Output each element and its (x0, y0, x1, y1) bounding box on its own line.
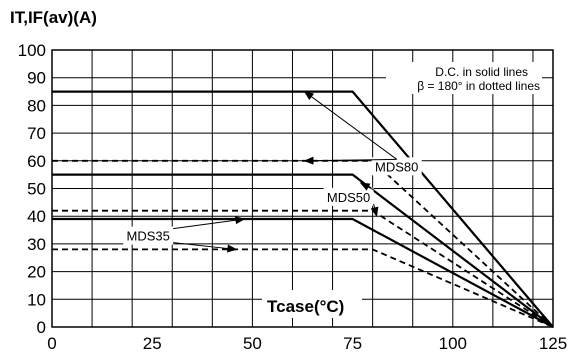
x-tick-label: 125 (539, 334, 567, 353)
legend: D.C. in solid lines β = 180° in dotted l… (386, 62, 542, 94)
legend-line-2: β = 180° in dotted lines (417, 79, 540, 93)
y-tick-label: 100 (18, 41, 46, 60)
plot-frame (51, 49, 554, 328)
x-axis-label: Tcase(°C) (267, 297, 344, 316)
y-tick-label: 0 (37, 318, 46, 337)
x-axis-label-box: Tcase(°C) (262, 290, 362, 318)
x-tick-label: 25 (143, 334, 162, 353)
annotation-arrow (359, 182, 374, 191)
series-line-mds35-dotted (52, 248, 554, 328)
y-tick-label: 30 (27, 235, 46, 254)
y-tick-labels: 0 10 20 30 40 50 60 70 80 90 100 (18, 41, 46, 337)
y-tick-label: 40 (27, 207, 46, 226)
annotation-label-bg (123, 226, 174, 245)
x-tick-label: 50 (243, 334, 262, 353)
series-line-mds50-solid (52, 173, 554, 328)
annotation-arrow (303, 90, 397, 160)
annotation-arrow (370, 203, 379, 218)
annotation-arrow (173, 216, 246, 230)
y-tick-label: 60 (27, 152, 46, 171)
annotation-label-bg (323, 187, 374, 206)
series-line-mds35-solid (52, 217, 554, 328)
x-tick-label: 100 (439, 334, 467, 353)
annotation-label: MDS35 (127, 229, 170, 244)
annotation-label-bg (371, 157, 422, 176)
y-tick-label: 50 (27, 180, 46, 199)
y-tick-label: 80 (27, 96, 46, 115)
y-tick-label: 70 (27, 124, 46, 143)
legend-line-1: D.C. in solid lines (435, 65, 528, 79)
annotations: MDS80 MDS50 MDS35 (123, 90, 422, 253)
legend-box (386, 62, 542, 94)
annotation-arrow (303, 156, 397, 165)
x-tick-label: 0 (47, 334, 56, 353)
x-tick-label: 75 (343, 334, 362, 353)
annotation-arrow (173, 242, 238, 253)
y-axis-label: IT,IF(av)(A) (10, 8, 97, 27)
annotation-label: MDS50 (327, 190, 370, 205)
annotation-label: MDS80 (375, 159, 418, 174)
y-tick-label: 20 (27, 263, 46, 282)
y-tick-label: 90 (27, 69, 46, 88)
x-tick-labels: 0 25 50 75 100 125 (47, 334, 567, 353)
series-line-mds80-solid (52, 90, 554, 328)
y-tick-label: 10 (27, 290, 46, 309)
grid (51, 49, 554, 328)
